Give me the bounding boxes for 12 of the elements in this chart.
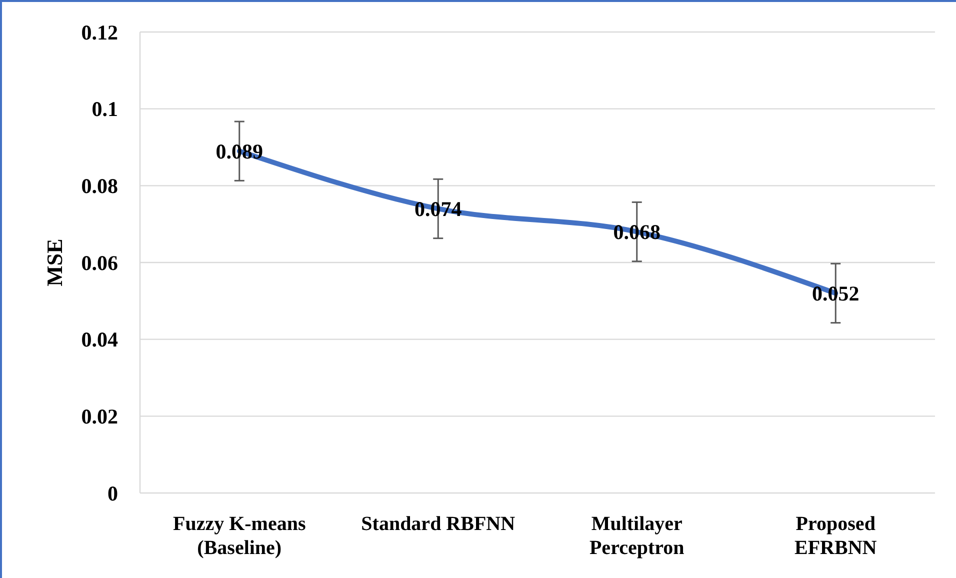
- x-tick-label: Fuzzy K-means (Baseline): [172, 513, 306, 559]
- x-tick-label: Proposed EFRBNN: [794, 513, 878, 559]
- y-tick-label: 0.12: [81, 20, 118, 44]
- y-tick-label: 0.02: [81, 404, 118, 429]
- y-tick-label: 0.04: [81, 328, 118, 352]
- y-tick-label: 0.08: [81, 174, 118, 198]
- y-tick-label: 0.06: [81, 250, 118, 275]
- y-tick-label: 0: [108, 481, 118, 506]
- x-tick-label: Multilayer Perceptron: [589, 513, 684, 559]
- y-axis-title: MSE: [42, 238, 67, 286]
- y-tick-label: 0.1: [92, 97, 118, 122]
- x-tick-label: Standard RBFNN: [361, 513, 516, 535]
